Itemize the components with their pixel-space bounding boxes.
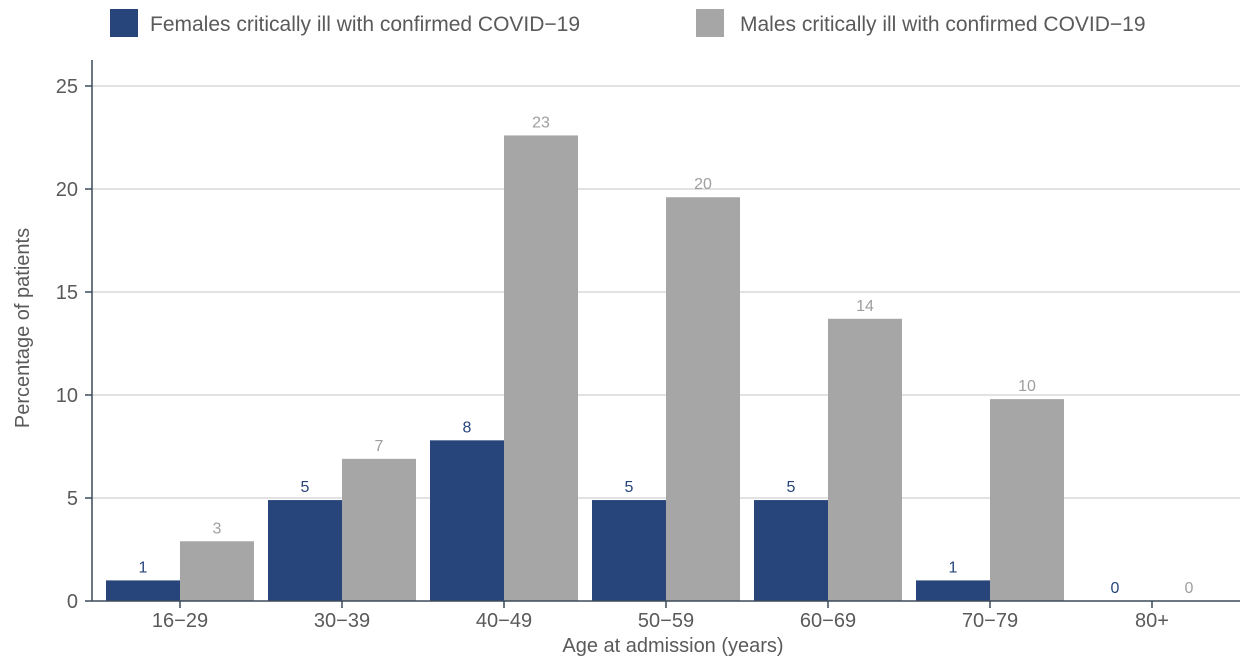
x-tick-label: 80+ [1135,610,1169,632]
data-label: 7 [375,438,384,455]
data-label: 10 [1018,378,1036,395]
data-label: 1 [139,559,148,576]
data-label: 0 [1185,580,1194,597]
y-tick-label: 5 [67,488,78,510]
data-label: 5 [301,479,310,496]
y-tick-label: 15 [56,282,78,304]
bar-male [180,541,254,601]
legend: Females critically ill with confirmed CO… [110,9,1146,37]
bar-male [666,197,740,602]
legend-label: Females critically ill with confirmed CO… [150,13,580,36]
bar-male [990,399,1064,601]
data-label: 1 [949,559,958,576]
x-tick-label: 60−69 [800,610,856,632]
data-label: 23 [532,114,550,131]
data-label: 14 [856,298,874,315]
bar-male [828,318,902,601]
bar-female [592,500,666,601]
x-tick-label: 16−29 [152,610,208,632]
bar-female [106,580,180,601]
bar-female [754,500,828,601]
data-label: 0 [1111,580,1120,597]
y-axis-title: Percentage of patients [12,228,34,428]
data-label: 5 [787,479,796,496]
data-label: 20 [694,176,712,193]
x-tick-label: 40−49 [476,610,532,632]
y-tick-label: 20 [56,179,78,201]
data-label: 8 [463,419,472,436]
bar-male [342,458,416,601]
x-axis-title: Age at admission (years) [562,635,783,657]
y-tick-label: 0 [67,591,78,613]
bar-female [430,440,504,601]
data-label: 5 [625,479,634,496]
legend-swatch [696,9,724,37]
bar-female [268,500,342,601]
x-tick-label: 50−59 [638,610,694,632]
y-tick-label: 25 [56,76,78,98]
data-label: 3 [213,520,222,537]
bars [106,135,1064,602]
legend-label: Males critically ill with confirmed COVI… [740,13,1146,36]
x-tick-label: 70−79 [962,610,1018,632]
x-tick-label: 30−39 [314,610,370,632]
legend-swatch [110,9,138,37]
bar-male [504,135,578,601]
bar-female [916,580,990,601]
data-labels: 1 3 5 7 8 23 5 20 5 14 1 10 0 0 [139,114,1194,597]
y-tick-label: 10 [56,385,78,407]
